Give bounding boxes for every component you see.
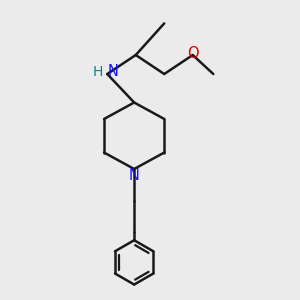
Text: N: N [107,64,118,79]
Text: H: H [92,65,103,79]
Text: O: O [187,46,199,61]
Text: N: N [129,169,140,184]
